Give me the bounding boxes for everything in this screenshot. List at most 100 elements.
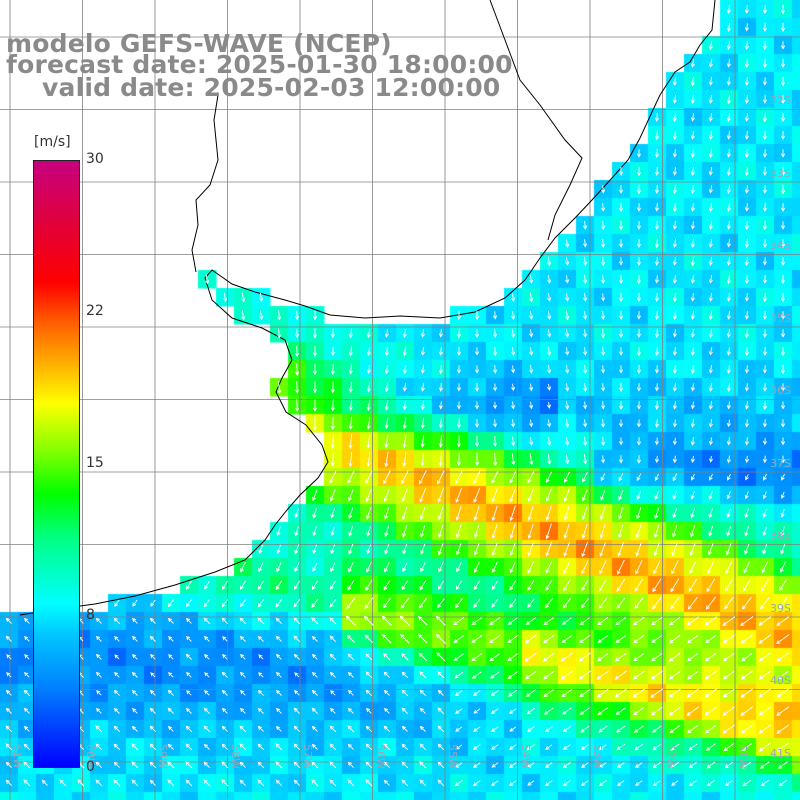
wind-arrow — [726, 131, 731, 140]
wind-arrow — [654, 310, 659, 321]
wind-arrow — [402, 451, 407, 468]
wind-arrow — [167, 761, 175, 769]
wind-arrow — [726, 22, 731, 33]
wind-arrow — [579, 707, 590, 715]
wind-arrow — [780, 184, 786, 195]
wind-arrow — [401, 761, 409, 769]
wind-arrow — [780, 58, 786, 69]
wind-arrow — [690, 76, 695, 87]
wind-arrow — [636, 346, 641, 357]
wind-arrow — [762, 40, 767, 51]
wind-arrow — [618, 382, 624, 393]
wind-arrow — [726, 419, 731, 428]
wind-arrow — [758, 670, 771, 680]
wind-arrow — [507, 671, 518, 679]
wind-arrow — [382, 598, 391, 609]
wind-arrow — [583, 401, 588, 410]
wind-arrow — [348, 381, 353, 393]
wind-arrow — [277, 380, 282, 395]
wind-arrow — [722, 616, 736, 626]
wind-arrow — [688, 780, 697, 787]
wind-arrow — [456, 328, 461, 339]
wind-arrow — [384, 417, 389, 430]
wind-arrow — [614, 688, 627, 698]
wind-arrow — [95, 707, 102, 714]
wind-arrow — [616, 559, 625, 575]
wind-arrow — [722, 724, 736, 734]
wind-arrow — [780, 94, 786, 105]
wind-arrow — [384, 434, 389, 449]
wind-arrow — [762, 310, 767, 321]
wind-arrow — [762, 149, 767, 158]
wind-arrow — [546, 383, 552, 391]
wind-arrow — [456, 435, 461, 448]
wind-arrow — [489, 653, 500, 661]
wind-arrow — [705, 596, 716, 610]
wind-arrow — [240, 654, 246, 660]
wind-arrow — [507, 635, 519, 644]
wind-arrow — [583, 436, 588, 447]
wind-arrow — [402, 544, 408, 555]
wind-arrow — [453, 653, 464, 661]
wind-arrow — [294, 562, 300, 573]
wind-arrow — [312, 526, 317, 537]
wind-arrow — [239, 671, 246, 678]
wind-arrow — [525, 617, 536, 625]
wind-arrow — [365, 653, 373, 661]
wind-arrow — [454, 598, 463, 609]
wind-arrow — [509, 542, 516, 556]
wind-arrow — [744, 23, 749, 32]
wind-arrow — [311, 617, 319, 625]
wind-arrow — [744, 491, 749, 500]
wind-arrow — [654, 130, 659, 141]
wind-arrow — [240, 562, 246, 573]
wind-arrow — [456, 401, 462, 410]
wind-arrow — [779, 561, 786, 573]
wind-arrow — [509, 523, 516, 539]
wind-arrow — [347, 579, 355, 591]
wind-arrow — [601, 293, 606, 302]
wind-arrow — [204, 654, 210, 660]
wind-arrow — [438, 452, 443, 467]
wind-arrow — [581, 506, 588, 521]
wind-arrow — [527, 560, 535, 574]
wind-arrow — [758, 742, 771, 752]
wind-arrow — [778, 597, 788, 610]
wind-arrow — [636, 507, 642, 520]
wind-arrow — [654, 365, 659, 374]
wind-arrow — [708, 382, 713, 392]
wind-arrow — [744, 419, 749, 428]
wind-arrow — [762, 238, 767, 249]
wind-arrow — [762, 220, 767, 231]
wind-arrow — [758, 724, 771, 734]
wind-arrow — [618, 166, 624, 176]
wind-arrow — [59, 779, 67, 787]
wind-arrow — [185, 617, 192, 624]
wind-arrow — [239, 779, 247, 787]
wind-arrow — [742, 779, 752, 787]
wind-arrow — [475, 452, 480, 467]
wind-arrow — [364, 597, 374, 609]
wind-arrow — [295, 381, 300, 394]
wind-arrow — [5, 761, 12, 768]
wind-arrow — [669, 616, 681, 626]
wind-arrow — [562, 707, 572, 715]
wind-arrow — [276, 562, 282, 573]
wind-arrow — [744, 437, 749, 446]
longitude-label: 54W — [518, 744, 532, 769]
wind-arrow — [402, 562, 408, 573]
wind-arrow — [654, 203, 659, 212]
wind-arrow — [511, 365, 516, 374]
wind-arrow — [185, 779, 193, 787]
wind-arrow — [456, 310, 461, 321]
wind-arrow — [672, 473, 678, 482]
wind-arrow — [565, 256, 570, 266]
wind-arrow — [690, 274, 695, 284]
wind-arrow — [780, 149, 786, 158]
wind-arrow — [708, 347, 713, 356]
wind-arrow — [636, 166, 641, 177]
wind-arrow — [565, 275, 570, 284]
wind-arrow — [616, 762, 625, 768]
wind-arrow — [474, 328, 480, 339]
wind-arrow — [740, 688, 754, 698]
